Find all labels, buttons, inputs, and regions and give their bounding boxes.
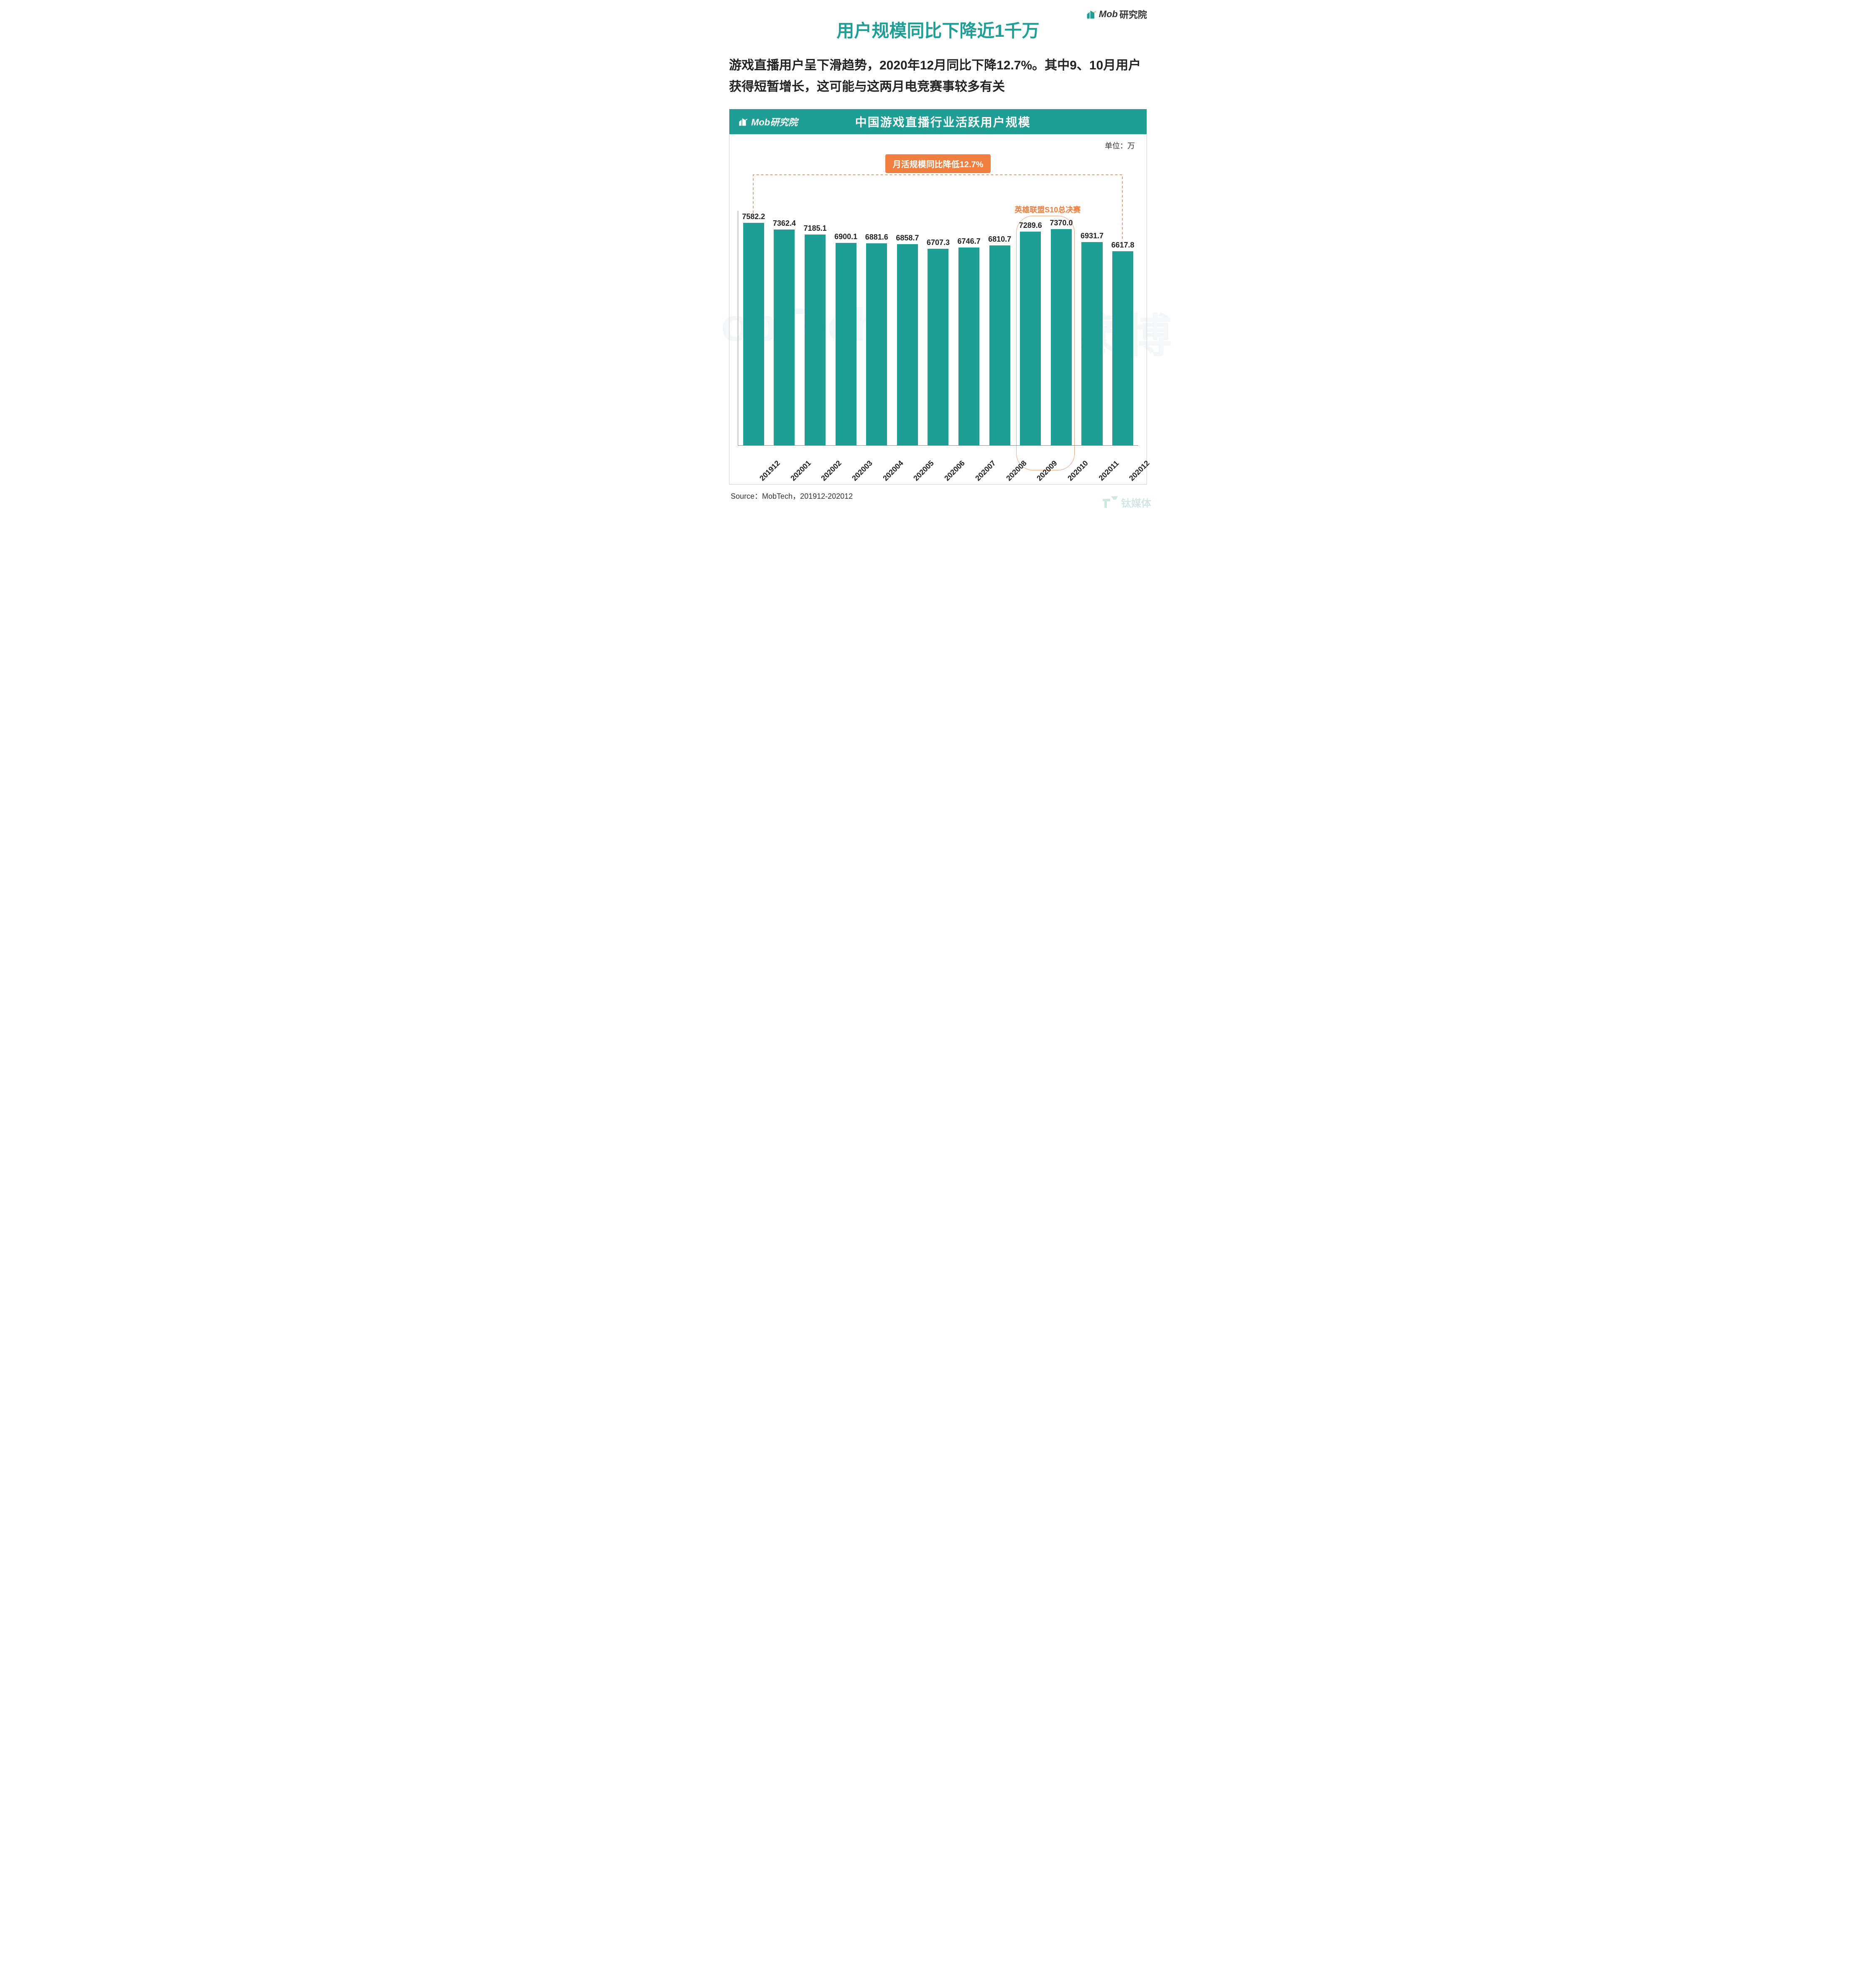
chart-source: Source：MobTech，201912-202012 — [729, 490, 1147, 501]
chart-x-labels: 2019122020012020022020032020042020052020… — [729, 452, 1147, 478]
bar-value-label: 6617.8 — [1111, 241, 1134, 250]
bar — [836, 243, 856, 445]
page-title: 用户规模同比下降近1千万 — [729, 17, 1147, 42]
bar — [805, 235, 826, 445]
bar-value-label: 6931.7 — [1081, 232, 1104, 240]
bar-value-label: 6707.3 — [927, 238, 950, 247]
chart-header-logo: Mob研究院 — [738, 115, 798, 128]
bar-slot: 6617.8 — [1107, 211, 1138, 445]
chart-plot-area: obTech 袤博 英雄联盟S10总决赛 7582.27362.47185.16… — [729, 173, 1147, 449]
bar-slot: 7362.4 — [769, 211, 800, 445]
bar-slot: 6810.7 — [984, 211, 1015, 445]
x-axis-label: 202012 — [1114, 445, 1154, 485]
bottom-watermark-text: 钛媒体 — [1121, 495, 1151, 510]
bar-slot: 6707.3 — [923, 211, 954, 445]
brand-logo-rest: 研究院 — [1119, 8, 1147, 21]
brand-logo-bold: Mob — [1099, 9, 1118, 20]
bar-value-label: 7370.0 — [1050, 219, 1073, 227]
chart-bars: 7582.2 7362.4 7185.1 6900.1 6881.6 6858.7 6707… — [738, 211, 1138, 446]
bar-slot: 6746.7 — [953, 211, 984, 445]
bar — [866, 243, 887, 445]
page-subtitle: 游戏直播用户呈下滑趋势，2020年12月同比下降12.7%。其中9、10月用户获… — [729, 55, 1147, 97]
bar-slot: 7289.6 — [1015, 211, 1046, 445]
bar-slot: 7370.0 — [1046, 211, 1077, 445]
bar — [897, 244, 918, 445]
bar — [1051, 229, 1072, 445]
bottom-watermark: 钛媒体 — [1102, 495, 1151, 510]
bar — [743, 223, 764, 445]
bar — [774, 230, 795, 445]
bar-slot: 6858.7 — [892, 211, 923, 445]
bar — [1112, 251, 1133, 445]
chart-header-logo-text: Mob研究院 — [751, 115, 798, 128]
bar-value-label: 6810.7 — [988, 235, 1011, 244]
bar — [989, 245, 1010, 445]
bar-value-label: 7289.6 — [1019, 221, 1042, 230]
bar-value-label: 7185.1 — [803, 224, 826, 233]
bar-value-label: 6858.7 — [896, 234, 919, 242]
bar-slot: 6931.7 — [1077, 211, 1108, 445]
building-icon — [1086, 8, 1097, 20]
bar — [958, 248, 979, 445]
bar-slot: 7185.1 — [800, 211, 831, 445]
chart-header-title: 中国游戏直播行业活跃用户规模 — [810, 113, 1076, 130]
bar — [1081, 242, 1102, 445]
bar-value-label: 6900.1 — [834, 232, 857, 241]
bar-value-label: 6746.7 — [958, 237, 981, 246]
bar — [928, 249, 948, 445]
building-icon — [738, 116, 749, 127]
bar-slot: 6900.1 — [831, 211, 862, 445]
chart-unit-label: 单位：万 — [729, 134, 1147, 151]
chart-header: Mob研究院 中国游戏直播行业活跃用户规模 — [729, 109, 1147, 134]
bar — [1020, 232, 1041, 445]
chart-callout-row: 月活规模同比降低12.7% — [729, 154, 1147, 173]
bar-slot: 7582.2 — [738, 211, 769, 445]
bar-slot: 6881.6 — [861, 211, 892, 445]
bar-value-label: 6881.6 — [865, 233, 888, 242]
bar-value-label: 7582.2 — [742, 212, 765, 221]
brand-logo-top: Mob研究院 — [1086, 8, 1147, 21]
chart-container: Mob研究院 中国游戏直播行业活跃用户规模 单位：万 月活规模同比降低12.7%… — [729, 109, 1147, 485]
chart-callout: 月活规模同比降低12.7% — [885, 154, 991, 173]
bar-value-label: 7362.4 — [773, 219, 796, 228]
tmtpost-icon — [1102, 495, 1119, 510]
